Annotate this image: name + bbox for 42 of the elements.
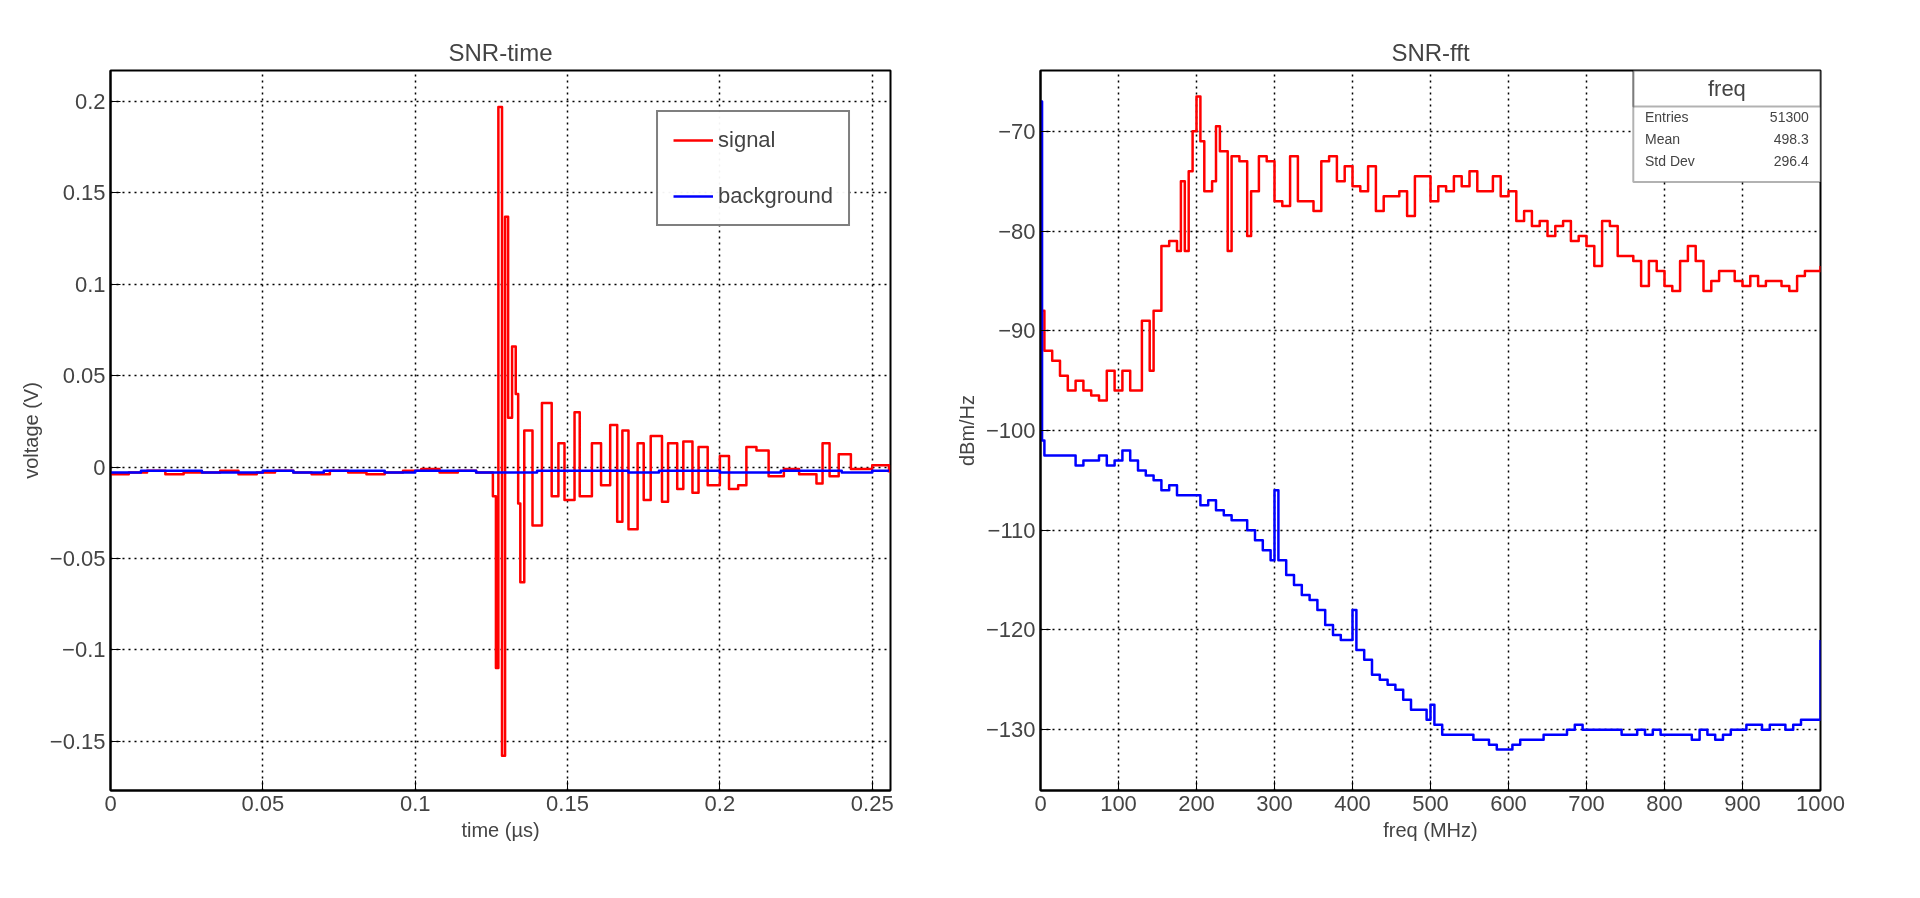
x-tick-label: 300 (1256, 790, 1293, 816)
x-tick-label: 500 (1412, 790, 1449, 816)
y-axis-title: voltage (V) (19, 382, 42, 479)
y-tick-label: −80 (998, 218, 1036, 244)
x-tick-label: 400 (1334, 790, 1371, 816)
chart-title: SNR-time (448, 38, 553, 66)
y-tick-label: 0.2 (74, 89, 106, 115)
x-tick-label: 100 (1100, 790, 1137, 816)
y-tick-label: −110 (987, 517, 1036, 543)
x-tick-label: 0.1 (399, 790, 431, 816)
text: Entries 51300 (1645, 109, 1809, 126)
y-tick-label: −70 (998, 118, 1036, 144)
y-tick-label: −0.05 (49, 545, 106, 571)
legend-label: signal (718, 127, 776, 153)
legend-label: background (718, 183, 833, 209)
y-tick-label: −120 (985, 617, 1036, 643)
y-tick-label: −90 (998, 318, 1036, 344)
x-tick-label: 800 (1646, 790, 1683, 816)
text: Mean 498.3 (1645, 130, 1809, 147)
x-tick-label: 600 (1490, 790, 1527, 816)
y-tick-label: 0 (93, 454, 106, 480)
x-tick-label: 700 (1568, 790, 1605, 816)
y-axis-title: dBm/Hz (955, 394, 978, 467)
y-tick-label: −130 (985, 717, 1036, 743)
x-tick-label: 0.2 (704, 790, 736, 816)
x-tick-label: 0.25 (850, 790, 894, 816)
y-tick-label: 0.15 (62, 180, 106, 206)
y-tick-label: 0.05 (62, 363, 106, 389)
chart-title: SNR-fft (1391, 38, 1470, 66)
y-tick-label: −0.15 (49, 728, 106, 754)
y-tick-label: 0.1 (74, 271, 106, 297)
text: Std Dev 296.4 (1645, 152, 1809, 169)
x-axis-title: freq (MHz) (1383, 818, 1478, 841)
x-axis-title: time (µs) (461, 818, 540, 841)
y-tick-label: −100 (985, 418, 1036, 443)
x-tick-label: 1000 (1796, 790, 1845, 816)
x-tick-label: 200 (1178, 790, 1215, 816)
annotation: freq (1707, 76, 1746, 101)
x-tick-label: 900 (1724, 790, 1761, 816)
x-tick-label: 0.05 (241, 790, 285, 816)
x-tick-label: 0.15 (546, 790, 589, 816)
y-tick-label: −0.1 (62, 637, 106, 663)
